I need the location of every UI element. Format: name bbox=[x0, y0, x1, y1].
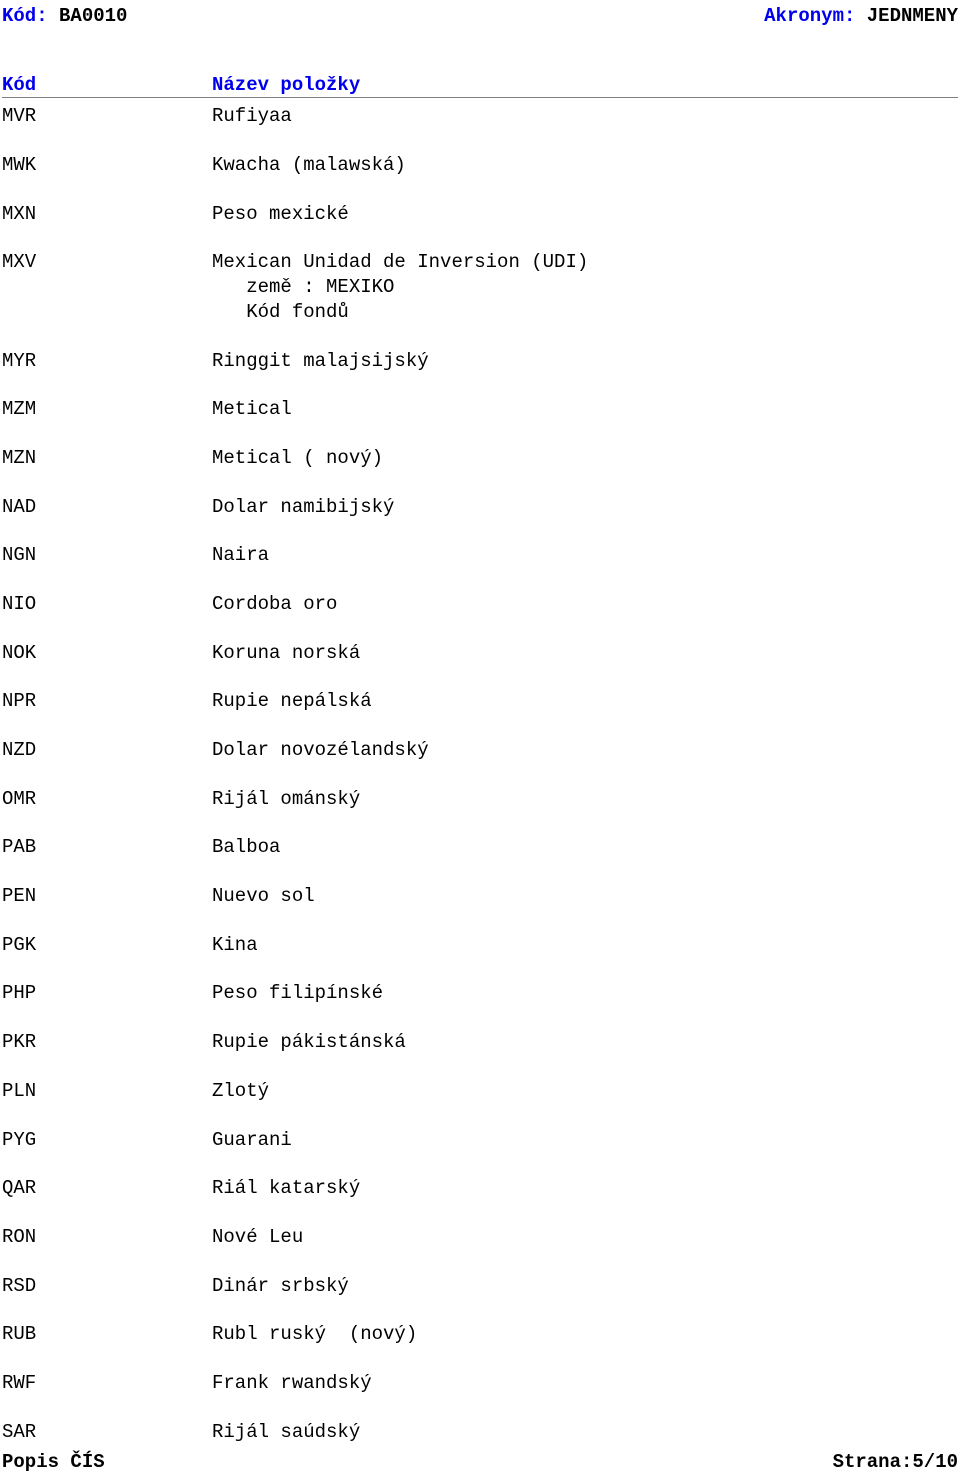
akronym-value: JEDNMENY bbox=[855, 5, 958, 27]
table-row: MXVMexican Unidad de Inversion (UDI) zem… bbox=[2, 250, 958, 324]
code-cell: NIO bbox=[2, 592, 212, 617]
code-cell: RSD bbox=[2, 1274, 212, 1299]
code-cell: NPR bbox=[2, 689, 212, 714]
code-cell: PHP bbox=[2, 981, 212, 1006]
page-footer: Popis ČÍS Strana:5/10 bbox=[2, 1450, 958, 1475]
kod-label: Kód: bbox=[2, 5, 48, 27]
table-row: NADDolar namibijský bbox=[2, 495, 958, 520]
table-row: NZDDolar novozélandský bbox=[2, 738, 958, 763]
table-row: NGNNaira bbox=[2, 543, 958, 568]
table-row: MXNPeso mexické bbox=[2, 202, 958, 227]
code-cell: NZD bbox=[2, 738, 212, 763]
name-cell: Dolar novozélandský bbox=[212, 738, 958, 763]
code-cell: PLN bbox=[2, 1079, 212, 1104]
code-cell: MZN bbox=[2, 446, 212, 471]
code-cell: PYG bbox=[2, 1128, 212, 1153]
table-row: MZMMetical bbox=[2, 397, 958, 422]
name-cell: Metical ( nový) bbox=[212, 446, 958, 471]
footer-right: Strana:5/10 bbox=[833, 1450, 958, 1475]
kod-block: Kód: BA0010 bbox=[2, 4, 127, 29]
table-row: PKRRupie pákistánská bbox=[2, 1030, 958, 1055]
table-row: PLNZlotý bbox=[2, 1079, 958, 1104]
code-cell: OMR bbox=[2, 787, 212, 812]
table-row: OMRRijál ománský bbox=[2, 787, 958, 812]
code-cell: RON bbox=[2, 1225, 212, 1250]
table-row: NIOCordoba oro bbox=[2, 592, 958, 617]
akronym-block: Akronym: JEDNMENY bbox=[764, 4, 958, 29]
table-row: PGKKina bbox=[2, 933, 958, 958]
code-cell: RUB bbox=[2, 1322, 212, 1347]
name-cell: Cordoba oro bbox=[212, 592, 958, 617]
name-cell: Metical bbox=[212, 397, 958, 422]
col-header-code: Kód bbox=[2, 73, 212, 98]
akronym-label: Akronym: bbox=[764, 5, 855, 27]
name-cell: Rufiyaa bbox=[212, 104, 958, 129]
name-cell: Rijál ománský bbox=[212, 787, 958, 812]
name-cell: Nuevo sol bbox=[212, 884, 958, 909]
name-cell: Naira bbox=[212, 543, 958, 568]
footer-left: Popis ČÍS bbox=[2, 1450, 105, 1475]
table-row: MWKKwacha (malawská) bbox=[2, 153, 958, 178]
table-row: PHPPeso filipínské bbox=[2, 981, 958, 1006]
table-row: MYRRinggit malajsijský bbox=[2, 349, 958, 374]
name-cell: Peso filipínské bbox=[212, 981, 958, 1006]
name-cell: Mexican Unidad de Inversion (UDI) země :… bbox=[212, 250, 958, 324]
name-cell: Rubl ruský (nový) bbox=[212, 1322, 958, 1347]
code-cell: MYR bbox=[2, 349, 212, 374]
table-row: MZNMetical ( nový) bbox=[2, 446, 958, 471]
name-cell: Rupie pákistánská bbox=[212, 1030, 958, 1055]
code-cell: PAB bbox=[2, 835, 212, 860]
table-row: QARRiál katarský bbox=[2, 1176, 958, 1201]
name-cell: Guarani bbox=[212, 1128, 958, 1153]
table-row: NOKKoruna norská bbox=[2, 641, 958, 666]
code-cell: MXV bbox=[2, 250, 212, 275]
name-cell: Riál katarský bbox=[212, 1176, 958, 1201]
code-cell: MVR bbox=[2, 104, 212, 129]
code-cell: MWK bbox=[2, 153, 212, 178]
table-row: RUBRubl ruský (nový) bbox=[2, 1322, 958, 1347]
table-row: PENNuevo sol bbox=[2, 884, 958, 909]
table-row: MVRRufiyaa bbox=[2, 104, 958, 129]
name-cell: Nové Leu bbox=[212, 1225, 958, 1250]
code-cell: SAR bbox=[2, 1420, 212, 1445]
code-cell: NAD bbox=[2, 495, 212, 520]
table-row: RSDDinár srbský bbox=[2, 1274, 958, 1299]
table-row: RWFFrank rwandský bbox=[2, 1371, 958, 1396]
table-row: RONNové Leu bbox=[2, 1225, 958, 1250]
code-cell: PKR bbox=[2, 1030, 212, 1055]
kod-value: BA0010 bbox=[48, 5, 128, 27]
name-cell: Kina bbox=[212, 933, 958, 958]
name-cell: Ringgit malajsijský bbox=[212, 349, 958, 374]
name-cell: Frank rwandský bbox=[212, 1371, 958, 1396]
name-cell: Dolar namibijský bbox=[212, 495, 958, 520]
table-row: NPRRupie nepálská bbox=[2, 689, 958, 714]
name-cell: Dinár srbský bbox=[212, 1274, 958, 1299]
name-cell: Balboa bbox=[212, 835, 958, 860]
code-cell: MXN bbox=[2, 202, 212, 227]
col-header-name: Název položky bbox=[212, 73, 958, 98]
table-row: SARRijál saúdský bbox=[2, 1420, 958, 1445]
code-cell: MZM bbox=[2, 397, 212, 422]
table-row: PABBalboa bbox=[2, 835, 958, 860]
column-headers: Kód Název položky bbox=[2, 73, 958, 99]
code-cell: NOK bbox=[2, 641, 212, 666]
table-row: PYGGuarani bbox=[2, 1128, 958, 1153]
name-cell: Rijál saúdský bbox=[212, 1420, 958, 1445]
name-cell: Kwacha (malawská) bbox=[212, 153, 958, 178]
name-cell: Peso mexické bbox=[212, 202, 958, 227]
page-header: Kód: BA0010 Akronym: JEDNMENY bbox=[2, 4, 958, 29]
name-cell: Koruna norská bbox=[212, 641, 958, 666]
code-cell: NGN bbox=[2, 543, 212, 568]
entries-list: MVRRufiyaaMWKKwacha (malawská)MXNPeso me… bbox=[2, 104, 958, 1444]
code-cell: QAR bbox=[2, 1176, 212, 1201]
name-cell: Zlotý bbox=[212, 1079, 958, 1104]
code-cell: PEN bbox=[2, 884, 212, 909]
name-cell: Rupie nepálská bbox=[212, 689, 958, 714]
code-cell: RWF bbox=[2, 1371, 212, 1396]
code-cell: PGK bbox=[2, 933, 212, 958]
